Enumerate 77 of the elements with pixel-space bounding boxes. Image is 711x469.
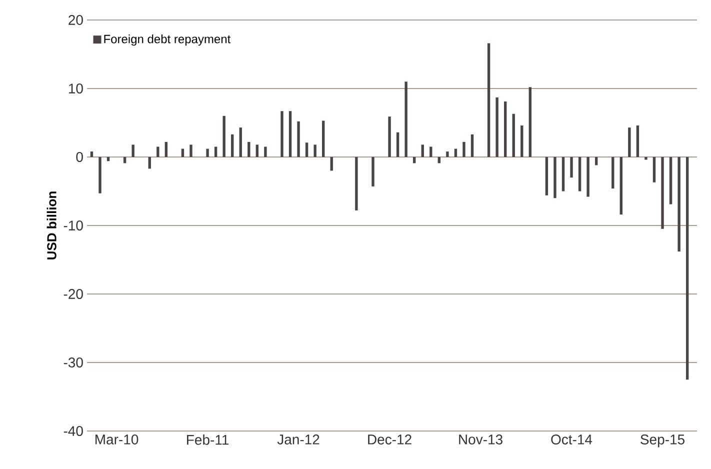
bar [644, 157, 648, 160]
bar [156, 146, 160, 157]
bar [652, 157, 656, 182]
x-tick-label: Dec-12 [368, 434, 412, 444]
bar [98, 157, 102, 194]
bar [570, 157, 573, 178]
legend-label: Foreign debt repayment [104, 34, 231, 46]
x-tick-label: Nov-13 [459, 434, 502, 444]
bar [545, 157, 548, 196]
bar [123, 157, 126, 164]
bar [504, 102, 507, 157]
bar [636, 125, 640, 157]
bar [620, 157, 622, 215]
bar [446, 152, 449, 157]
bar [578, 157, 582, 192]
x-tick-label: Mar-10 [96, 434, 138, 444]
bar [686, 157, 689, 380]
bar [404, 82, 408, 157]
bar [678, 157, 680, 252]
bar [372, 157, 374, 186]
bar [454, 148, 458, 157]
bar [462, 142, 466, 157]
bar [554, 157, 556, 198]
bar [520, 125, 524, 157]
bar [239, 128, 242, 157]
bar [164, 142, 168, 157]
bar [562, 157, 565, 192]
bar [206, 148, 209, 157]
bar [421, 144, 424, 157]
bar [190, 144, 192, 157]
bar [256, 144, 259, 157]
bar [496, 97, 498, 157]
x-tick-label: Sep-15 [640, 434, 684, 448]
bar [528, 87, 532, 157]
y-tick-label: -40 [64, 426, 83, 436]
bar [412, 157, 416, 164]
bar [594, 157, 598, 166]
bar [355, 157, 358, 210]
bar [330, 157, 333, 171]
bar [181, 148, 184, 157]
bar [280, 111, 284, 157]
bar [297, 121, 300, 157]
bar [231, 134, 234, 157]
y-tick-label: 20 [68, 15, 83, 25]
bar [487, 43, 490, 157]
x-tick-label: Oct-14 [551, 434, 592, 444]
x-tick-label: Jan-12 [277, 434, 320, 444]
bar [612, 157, 614, 189]
y-tick-label: -20 [64, 289, 83, 299]
bar [512, 114, 515, 157]
bar [628, 128, 631, 157]
y-tick-label: -30 [64, 358, 83, 368]
y-tick-label: 10 [68, 84, 83, 94]
bar [305, 142, 308, 157]
y-tick-label: 0 [76, 152, 83, 162]
bar [586, 157, 590, 197]
bar [438, 157, 441, 164]
y-tick-label: -10 [64, 220, 83, 230]
bar [132, 144, 134, 157]
bar [430, 146, 432, 157]
x-tick-label: Feb-11 [187, 434, 229, 445]
bar [661, 157, 664, 229]
bar [669, 157, 672, 204]
bar [388, 116, 391, 157]
bar [90, 152, 94, 157]
bar [106, 157, 110, 162]
bar [222, 116, 226, 157]
bar [264, 146, 267, 157]
bar [396, 132, 400, 157]
y-axis-title: USD billion [46, 192, 56, 260]
bar [288, 111, 292, 157]
bar [470, 134, 474, 157]
bar [314, 144, 316, 157]
bar [322, 120, 325, 157]
bar [148, 157, 151, 169]
bar [214, 146, 218, 157]
bar [248, 142, 250, 157]
